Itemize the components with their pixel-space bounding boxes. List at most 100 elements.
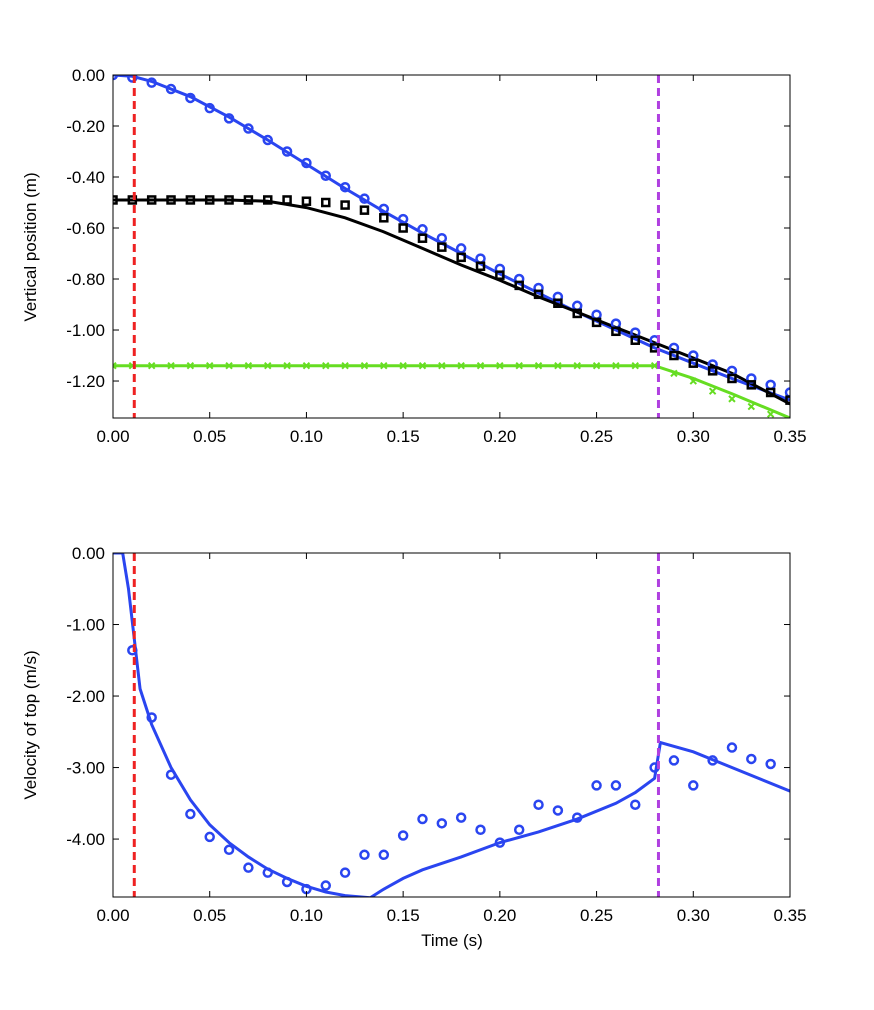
- data-point-circle: [591, 309, 602, 320]
- x-tick-label: 0.20: [483, 906, 516, 925]
- data-point-square: [707, 366, 718, 376]
- data-point-square: [379, 213, 389, 223]
- data-point-cross: [515, 362, 523, 370]
- series-line: [113, 198, 790, 406]
- x-tick-label: 0.15: [387, 427, 420, 446]
- data-point-circle: [281, 876, 293, 888]
- data-point-cross: [225, 362, 233, 370]
- y-tick-label: -0.40: [66, 168, 105, 187]
- data-point-square: [688, 358, 699, 368]
- data-point-cross: [244, 362, 253, 370]
- data-point-cross: [650, 362, 659, 370]
- data-point-cross: [708, 387, 717, 395]
- series-bottom-model: [113, 364, 790, 418]
- data-point-circle: [455, 243, 467, 254]
- data-point-circle: [127, 645, 138, 656]
- data-point-circle: [397, 213, 409, 225]
- series-line: [113, 364, 790, 418]
- data-point-square: [437, 242, 447, 252]
- x-tick-label: 0.05: [193, 906, 226, 925]
- data-point-cross: [360, 362, 369, 370]
- data-point-square: [417, 233, 428, 243]
- x-tick-label: 0.10: [290, 906, 323, 925]
- data-point-circle: [301, 157, 312, 169]
- data-point-square: [398, 223, 408, 233]
- data-point-circle: [359, 849, 370, 861]
- data-point-cross: [573, 362, 581, 370]
- data-point-cross: [534, 362, 543, 370]
- data-point-cross: [728, 395, 736, 403]
- data-point-square: [321, 197, 331, 208]
- data-point-square: [301, 196, 312, 206]
- data-point-cross: [283, 362, 291, 370]
- data-point-circle: [436, 232, 448, 244]
- data-point-circle: [707, 755, 718, 766]
- y-tick-label: -1.00: [66, 616, 105, 635]
- plot-area: [113, 553, 790, 897]
- data-point-cross: [341, 362, 349, 370]
- data-point-circle: [726, 365, 738, 377]
- data-point-square: [113, 195, 118, 205]
- data-point-square: [727, 373, 737, 384]
- data-point-circle: [417, 224, 428, 235]
- data-point-circle: [533, 799, 544, 810]
- y-tick-label: -3.00: [66, 759, 105, 778]
- data-point-circle: [610, 780, 622, 791]
- data-point-cross: [554, 362, 562, 370]
- data-point-square: [514, 280, 524, 291]
- data-point-square: [495, 270, 505, 280]
- data-point-square: [765, 387, 776, 398]
- data-point-square: [572, 308, 582, 319]
- data-point-square: [243, 195, 254, 205]
- data-point-square: [553, 298, 563, 308]
- data-point-circle: [165, 769, 177, 780]
- data-point-square: [611, 326, 621, 337]
- y-tick-label: -1.00: [66, 321, 105, 340]
- data-point-circle: [765, 379, 776, 391]
- data-point-square: [533, 289, 544, 300]
- data-point-circle: [262, 134, 273, 146]
- data-point-square: [185, 195, 196, 205]
- series-middle-measured: [113, 195, 790, 405]
- data-point-cross: [747, 402, 756, 411]
- x-tick-label: 0.10: [290, 427, 323, 446]
- data-point-circle: [243, 123, 254, 134]
- data-point-circle: [610, 318, 622, 329]
- data-point-cross: [457, 362, 465, 370]
- series-line: [113, 553, 790, 897]
- y-tick-label: -2.00: [66, 687, 105, 706]
- data-point-circle: [320, 880, 332, 891]
- data-point-circle: [552, 805, 564, 816]
- data-point-cross: [670, 369, 678, 378]
- x-tick-label: 0.20: [483, 427, 516, 446]
- series-bottom-measured: [113, 362, 790, 418]
- data-point-square: [166, 195, 176, 205]
- data-point-square: [146, 195, 157, 205]
- data-point-cross: [476, 362, 485, 370]
- data-point-cross: [438, 362, 446, 370]
- data-point-cross: [786, 415, 790, 418]
- data-point-circle: [513, 824, 525, 836]
- data-point-square: [669, 350, 679, 361]
- data-point-cross: [399, 362, 407, 370]
- data-point-cross: [147, 362, 156, 370]
- x-tick-label: 0.05: [193, 427, 226, 446]
- axes-frame: [112, 552, 791, 898]
- y-tick-label: -0.20: [66, 117, 105, 136]
- x-tick-label: 0.25: [580, 906, 613, 925]
- data-point-cross: [264, 362, 272, 370]
- data-point-circle: [668, 342, 680, 354]
- data-point-cross: [612, 362, 620, 370]
- data-point-circle: [591, 780, 602, 791]
- data-point-circle: [204, 831, 215, 843]
- data-point-circle: [359, 193, 370, 204]
- x-tick-label: 0.25: [580, 427, 613, 446]
- data-point-circle: [185, 92, 196, 104]
- data-point-square: [282, 195, 292, 205]
- x-tick-label: 0.15: [387, 906, 420, 925]
- data-point-circle: [436, 818, 448, 829]
- data-point-circle: [339, 867, 351, 878]
- x-tick-label: 0.30: [677, 427, 710, 446]
- series-line: [113, 75, 790, 402]
